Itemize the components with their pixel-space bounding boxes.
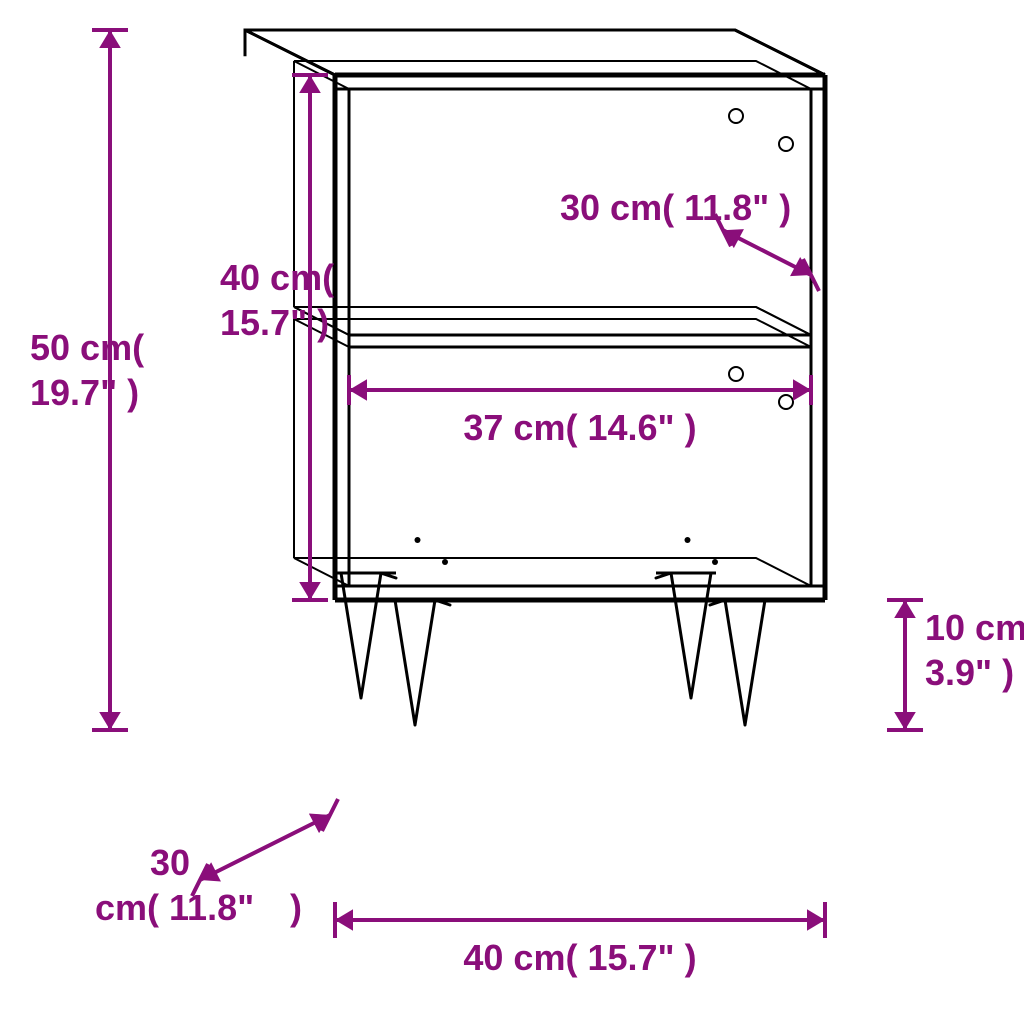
dim-depth-1: 30 [150,842,190,883]
dim-inner-depth: 30 cm( 11.8" ) [560,187,791,228]
dim-width: 40 cm( 15.7" ) [463,937,696,978]
dim-leg-1: 10 cm( [925,607,1024,648]
dim-cab-height-1: 40 cm( [220,257,334,298]
dim-cab-height-2: 15.7" ) [220,302,329,343]
dim-depth-2: cm( 11.8" [95,887,254,928]
dim-depth-3: ) [290,887,302,928]
dim-inner-width: 37 cm( 14.6" ) [463,407,696,448]
dim-leg-2: 3.9" ) [925,652,1014,693]
dim-total-height-1: 50 cm( [30,327,144,368]
dim-total-height-2: 19.7" ) [30,372,139,413]
